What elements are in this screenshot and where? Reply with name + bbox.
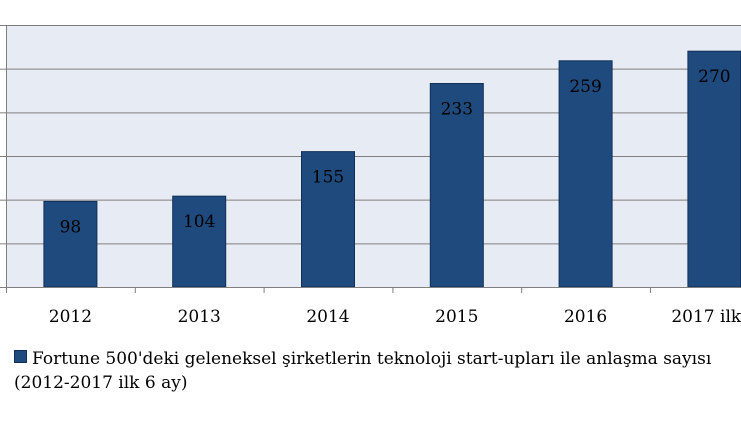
- x-axis: 2012 2013 2014 2015 2016 2017 ilk 6: [0, 287, 741, 327]
- data-label: 104: [183, 212, 215, 232]
- legend-swatch: [14, 350, 27, 363]
- x-tick-label: 2016: [564, 307, 607, 327]
- data-label: 259: [569, 77, 601, 97]
- data-label: 233: [441, 100, 473, 120]
- bars: [43, 50, 741, 288]
- x-tick-label: 2013: [178, 307, 221, 327]
- legend-label-line1: Fortune 500'deki geleneksel şirketlerin …: [32, 349, 712, 369]
- legend: Fortune 500'deki geleneksel şirketlerin …: [14, 347, 739, 395]
- data-labels: 98 104 155 233 259 270: [60, 67, 731, 237]
- x-tick-label: 2015: [435, 307, 478, 327]
- gridlines: [0, 25, 741, 288]
- x-tick-label: 2014: [306, 307, 349, 327]
- bar-2014: [301, 151, 355, 288]
- bar-2016: [558, 60, 613, 288]
- data-label: 155: [312, 168, 344, 188]
- bar-2015: [429, 83, 484, 288]
- bar-2013: [172, 195, 227, 288]
- x-tick-label: 2017 ilk 6: [671, 307, 741, 327]
- legend-label-line2: (2012-2017 ilk 6 ay): [14, 373, 188, 393]
- bar-2017-ilk-6: [687, 50, 741, 288]
- bar-2012: [43, 200, 98, 288]
- x-tick-label: 2012: [49, 307, 92, 327]
- data-label: 270: [698, 67, 730, 87]
- data-label: 98: [60, 217, 82, 237]
